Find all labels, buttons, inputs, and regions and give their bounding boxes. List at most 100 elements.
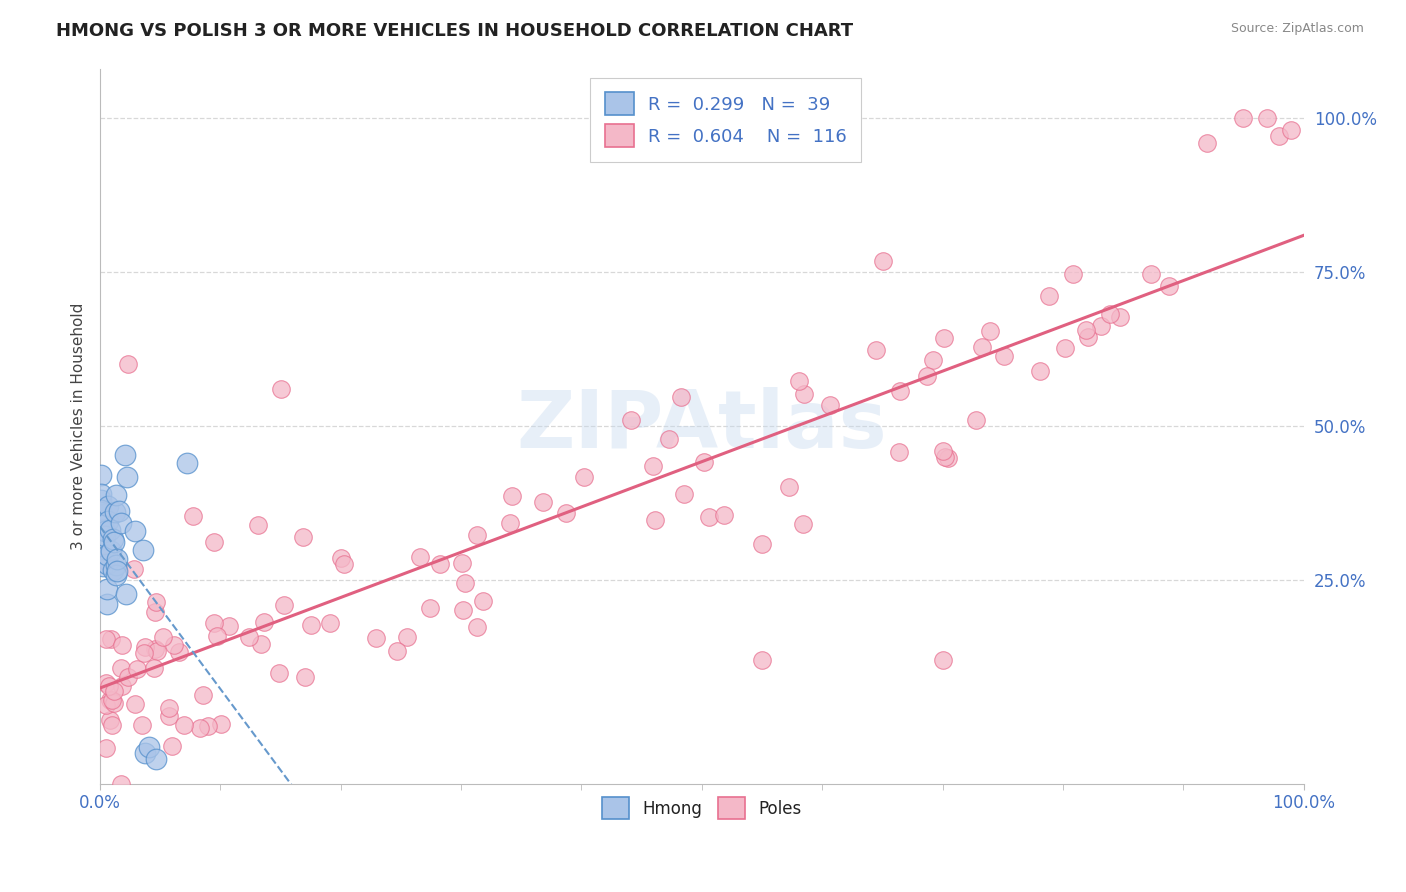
- Point: [117, 670, 139, 684]
- Point: [91, 558, 114, 573]
- Point: [291, 530, 314, 544]
- Point: [146, 644, 169, 658]
- Point: [934, 450, 956, 464]
- Point: [105, 558, 128, 573]
- Point: [103, 684, 125, 698]
- Point: [253, 615, 276, 630]
- Point: [1076, 322, 1098, 336]
- Point: [111, 638, 134, 652]
- Point: [105, 488, 128, 502]
- Point: [90, 468, 112, 483]
- Point: [1029, 364, 1052, 378]
- Point: [114, 448, 136, 462]
- Point: [117, 358, 139, 372]
- Point: [96, 554, 118, 568]
- Point: [94, 740, 117, 755]
- Point: [103, 697, 125, 711]
- Point: [94, 528, 117, 542]
- Point: [100, 543, 122, 558]
- Legend: Hmong, Poles: Hmong, Poles: [595, 790, 808, 825]
- Point: [132, 543, 155, 558]
- Point: [97, 499, 120, 513]
- Point: [751, 653, 773, 667]
- Point: [104, 505, 127, 519]
- Point: [101, 718, 124, 732]
- Point: [122, 561, 145, 575]
- Point: [454, 575, 477, 590]
- Point: [143, 661, 166, 675]
- Point: [131, 717, 153, 731]
- Point: [669, 390, 692, 404]
- Point: [246, 518, 269, 533]
- Point: [96, 557, 118, 571]
- Point: [451, 603, 474, 617]
- Point: [267, 666, 290, 681]
- Point: [778, 480, 800, 494]
- Point: [921, 353, 943, 368]
- Point: [465, 620, 488, 634]
- Point: [501, 489, 523, 503]
- Point: [93, 517, 115, 532]
- Point: [205, 629, 228, 643]
- Y-axis label: 3 or more Vehicles in Household: 3 or more Vehicles in Household: [72, 302, 86, 549]
- Point: [114, 587, 136, 601]
- Point: [125, 662, 148, 676]
- Point: [932, 331, 955, 345]
- Point: [693, 455, 716, 469]
- Point: [419, 600, 441, 615]
- Point: [793, 387, 815, 401]
- Point: [1062, 267, 1084, 281]
- Point: [620, 412, 643, 426]
- Point: [932, 443, 955, 458]
- Point: [157, 701, 180, 715]
- Point: [143, 605, 166, 619]
- Point: [159, 709, 181, 723]
- Point: [110, 516, 132, 530]
- Point: [176, 456, 198, 470]
- Point: [110, 777, 132, 791]
- Point: [672, 487, 695, 501]
- Point: [1108, 310, 1130, 325]
- Point: [965, 412, 987, 426]
- Point: [889, 445, 911, 459]
- Point: [110, 661, 132, 675]
- Point: [751, 536, 773, 550]
- Point: [145, 752, 167, 766]
- Point: [94, 632, 117, 646]
- Point: [90, 505, 112, 519]
- Point: [98, 692, 121, 706]
- Point: [94, 698, 117, 712]
- Point: [163, 638, 186, 652]
- Point: [450, 557, 472, 571]
- Point: [96, 582, 118, 596]
- Point: [643, 458, 665, 473]
- Point: [889, 384, 911, 398]
- Point: [1098, 306, 1121, 320]
- Point: [98, 714, 121, 728]
- Point: [644, 513, 666, 527]
- Point: [387, 643, 409, 657]
- Point: [138, 739, 160, 754]
- Point: [98, 679, 121, 693]
- Point: [931, 653, 953, 667]
- Point: [98, 523, 121, 537]
- Point: [333, 557, 356, 571]
- Point: [188, 721, 211, 735]
- Text: Source: ZipAtlas.com: Source: ZipAtlas.com: [1230, 22, 1364, 36]
- Point: [101, 693, 124, 707]
- Point: [97, 514, 120, 528]
- Point: [789, 375, 811, 389]
- Point: [572, 470, 595, 484]
- Point: [103, 535, 125, 549]
- Point: [105, 567, 128, 582]
- Point: [697, 509, 720, 524]
- Point: [209, 717, 232, 731]
- Point: [1077, 330, 1099, 344]
- Point: [93, 542, 115, 557]
- Point: [1054, 341, 1077, 355]
- Point: [299, 617, 322, 632]
- Point: [658, 433, 681, 447]
- Point: [465, 528, 488, 542]
- Point: [792, 517, 814, 532]
- Point: [132, 646, 155, 660]
